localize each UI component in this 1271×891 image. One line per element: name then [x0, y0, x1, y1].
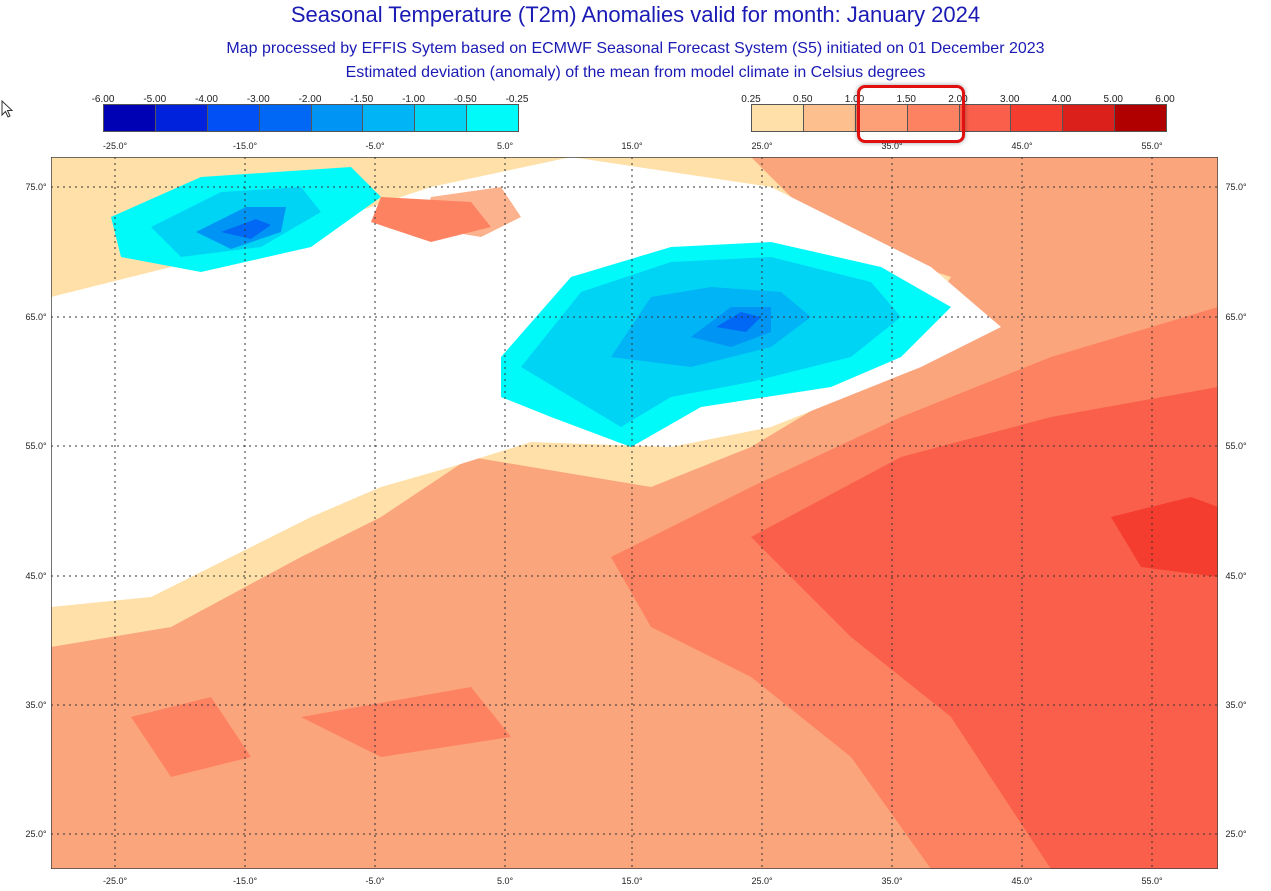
colorbar-label: 5.00: [1103, 94, 1123, 105]
lat-label-right: 25.0°: [1225, 829, 1247, 839]
mouse-cursor-icon: [1, 100, 14, 118]
colorbar-label: -3.00: [246, 94, 270, 105]
colorbar-label: 3.00: [1000, 94, 1020, 105]
lat-label-left: 65.0°: [25, 312, 47, 322]
cold-zone-scandinavia-peak: [716, 312, 761, 332]
colorbar-label: -1.50: [350, 94, 374, 105]
lat-label-right: 55.0°: [1225, 441, 1247, 451]
colorbar-swatch: [1063, 105, 1116, 131]
colorbar-swatch: [207, 105, 260, 131]
colorbar-label: 4.00: [1051, 94, 1072, 105]
lat-label-right: 45.0°: [1225, 571, 1247, 581]
lon-label-bottom: 5.0°: [496, 876, 514, 886]
colorbar-label: -4.00: [195, 94, 218, 105]
hot-zone-russia-peak: [1111, 497, 1218, 577]
lat-label-left: 45.0°: [25, 571, 47, 581]
lon-label-bottom: -5.0°: [365, 876, 385, 886]
lon-label-bottom: -15.0°: [232, 876, 258, 886]
lon-label-top: 55.0°: [1141, 141, 1163, 151]
graticule: [51, 157, 1218, 869]
colorbar-swatch: [155, 105, 208, 131]
anomaly-map: [51, 157, 1218, 869]
lat-label-right: 65.0°: [1225, 312, 1247, 322]
colorbar-swatch: [752, 105, 804, 131]
lat-label-right: 75.0°: [1225, 182, 1247, 192]
lon-label-bottom: 35.0°: [881, 876, 903, 886]
lon-label-top: 35.0°: [881, 141, 903, 151]
colorbar-label: -5.00: [143, 94, 167, 105]
colorbar-label: -0.50: [453, 94, 477, 105]
map-title: Seasonal Temperature (T2m) Anomalies val…: [290, 2, 981, 27]
hot-zone-russia: [751, 387, 1218, 869]
highlight-box: [857, 85, 965, 143]
colorbar-label: -1.00: [402, 94, 425, 105]
colorbar-swatch: [1011, 105, 1064, 131]
lon-label-bottom: 45.0°: [1011, 876, 1033, 886]
colorbar-swatch: [311, 105, 364, 131]
lat-label-right: 35.0°: [1225, 700, 1247, 710]
lat-label-left: 35.0°: [25, 700, 47, 710]
lon-label-top: 45.0°: [1011, 141, 1033, 151]
lon-label-bottom: 25.0°: [751, 876, 773, 886]
colorbar-negative: [103, 104, 519, 132]
lat-label-left: 25.0°: [25, 829, 47, 839]
colorbar-label: -2.00: [298, 94, 322, 105]
colorbar-label: -0.25: [505, 94, 529, 105]
colorbar-swatch: [259, 105, 312, 131]
colorbar-label: 1.00: [844, 94, 865, 105]
lon-label-top: -25.0°: [102, 141, 128, 151]
lon-label-bottom: 55.0°: [1141, 876, 1163, 886]
colorbar-swatch: [907, 105, 960, 131]
warm-zone-africa: [131, 687, 511, 777]
colorbar-label: 6.00: [1155, 94, 1175, 105]
colorbar-swatch: [104, 105, 156, 131]
colorbar-swatch: [803, 105, 856, 131]
colorbar-swatch: [467, 105, 518, 131]
lat-label-left: 75.0°: [25, 182, 47, 192]
lat-label-left: 55.0°: [25, 441, 47, 451]
lon-label-top: 25.0°: [751, 141, 773, 151]
colorbar-label: 2.00: [948, 94, 968, 105]
lon-label-top: -15.0°: [232, 141, 258, 151]
colorbar-label: -6.00: [91, 94, 115, 105]
lon-label-top: 15.0°: [621, 141, 643, 151]
map-subtitle-units: Estimated deviation (anomaly) of the mea…: [345, 64, 926, 81]
colorbar-swatch: [1115, 105, 1166, 131]
lon-label-bottom: -25.0°: [102, 876, 128, 886]
colorbar-swatch: [959, 105, 1012, 131]
colorbar-label: 0.25: [741, 94, 761, 105]
colorbar-label: 1.50: [896, 94, 916, 105]
cold-zone-atlantic-peak: [221, 219, 271, 239]
colorbar-swatch: [363, 105, 416, 131]
colorbar-swatch: [855, 105, 908, 131]
warm-blob-north-atlantic: [371, 197, 491, 242]
map-subtitle-source: Map processed by EFFIS Sytem based on EC…: [226, 40, 1045, 57]
colorbar-label: 0.50: [793, 94, 813, 105]
lon-label-top: 5.0°: [496, 141, 514, 151]
lon-label-top: -5.0°: [365, 141, 385, 151]
lon-label-bottom: 15.0°: [621, 876, 643, 886]
colorbar-swatch: [415, 105, 468, 131]
colorbar-positive: [751, 104, 1167, 132]
